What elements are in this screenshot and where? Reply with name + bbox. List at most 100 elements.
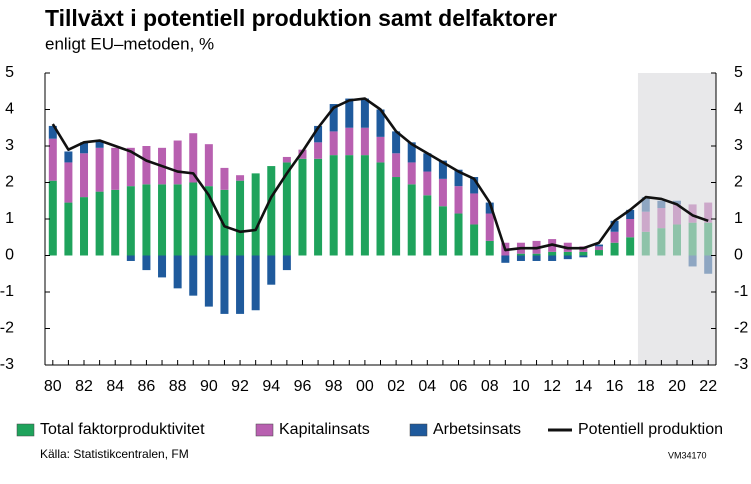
bar bbox=[438, 206, 447, 256]
bar bbox=[111, 147, 120, 190]
bar bbox=[376, 109, 385, 137]
y2-tick-label: 2 bbox=[734, 174, 743, 191]
bar bbox=[314, 125, 323, 143]
bar bbox=[220, 255, 229, 314]
bar bbox=[158, 255, 167, 278]
x-tick-label: 98 bbox=[325, 378, 343, 395]
bar bbox=[236, 255, 245, 314]
source: Källa: Statistikcentralen, FM bbox=[40, 447, 189, 461]
x-tick-label: 86 bbox=[138, 378, 156, 395]
bar bbox=[501, 255, 510, 263]
bar bbox=[142, 146, 151, 185]
bar bbox=[516, 253, 525, 256]
chart-subtitle: enligt EU–metoden, % bbox=[45, 34, 214, 53]
legend-label: Arbetsinsats bbox=[433, 421, 521, 438]
x-tick-label: 22 bbox=[699, 378, 717, 395]
x-tick-label: 82 bbox=[75, 378, 93, 395]
bar bbox=[314, 142, 323, 159]
bar bbox=[80, 197, 89, 256]
bar bbox=[298, 149, 307, 159]
bar bbox=[142, 184, 151, 256]
bar bbox=[189, 255, 198, 296]
bar bbox=[126, 255, 135, 261]
bar bbox=[95, 191, 104, 256]
bar bbox=[267, 166, 276, 256]
bar bbox=[548, 255, 557, 261]
bar bbox=[95, 140, 104, 148]
bar bbox=[423, 171, 432, 196]
x-tick-label: 00 bbox=[356, 378, 374, 395]
x-tick-label: 90 bbox=[200, 378, 218, 395]
bar bbox=[298, 158, 307, 256]
legend-swatch bbox=[255, 423, 274, 437]
bar bbox=[563, 251, 572, 256]
bar bbox=[173, 255, 182, 289]
y-tick-label: 2 bbox=[5, 174, 14, 191]
bar bbox=[48, 125, 57, 139]
x-tick-label: 06 bbox=[450, 378, 468, 395]
bar bbox=[64, 151, 73, 163]
bar bbox=[282, 156, 291, 163]
y2-tick-label: -2 bbox=[734, 320, 748, 337]
bar bbox=[173, 140, 182, 185]
bar bbox=[454, 169, 463, 187]
bar bbox=[454, 213, 463, 256]
bar bbox=[594, 250, 603, 256]
bar bbox=[142, 255, 151, 271]
bar bbox=[532, 253, 541, 256]
bar bbox=[345, 127, 354, 156]
bar bbox=[158, 184, 167, 256]
x-tick-label: 84 bbox=[106, 378, 124, 395]
bar bbox=[470, 177, 479, 194]
bar bbox=[360, 155, 369, 256]
bar bbox=[329, 131, 338, 156]
bar bbox=[329, 155, 338, 256]
bar bbox=[345, 155, 354, 256]
bar bbox=[610, 231, 619, 243]
x-tick-label: 88 bbox=[169, 378, 187, 395]
bar bbox=[204, 144, 213, 187]
bar bbox=[626, 209, 635, 219]
bar bbox=[454, 186, 463, 214]
bar bbox=[423, 195, 432, 256]
bar bbox=[532, 255, 541, 261]
y2-tick-label: 1 bbox=[734, 210, 743, 227]
legend-label: Kapitalinsats bbox=[279, 421, 370, 438]
x-tick-label: 12 bbox=[543, 378, 561, 395]
bar bbox=[548, 251, 557, 256]
legend-label: Total faktorproduktivitet bbox=[40, 421, 205, 438]
x-tick-label: 96 bbox=[294, 378, 312, 395]
bar bbox=[610, 220, 619, 232]
bar bbox=[423, 153, 432, 172]
x-tick-label: 20 bbox=[668, 378, 686, 395]
y-tick-label: -2 bbox=[0, 320, 14, 337]
legend-label: Potentiell produktion bbox=[578, 421, 723, 438]
bar bbox=[282, 255, 291, 271]
bar bbox=[173, 184, 182, 256]
code: VM34170 bbox=[668, 450, 707, 460]
bar bbox=[189, 133, 198, 183]
y-tick-label: 0 bbox=[5, 247, 14, 264]
x-tick-label: 94 bbox=[262, 378, 280, 395]
bar bbox=[329, 104, 338, 132]
bar bbox=[345, 98, 354, 128]
bar bbox=[64, 162, 73, 203]
y-tick-label: -3 bbox=[0, 356, 14, 373]
y2-tick-label: -3 bbox=[734, 356, 748, 373]
x-tick-label: 80 bbox=[44, 378, 62, 395]
bar bbox=[282, 162, 291, 256]
bar bbox=[392, 177, 401, 256]
bar bbox=[80, 153, 89, 198]
bar bbox=[376, 162, 385, 256]
x-tick-label: 16 bbox=[606, 378, 624, 395]
y2-tick-label: -1 bbox=[734, 283, 748, 300]
bar bbox=[470, 224, 479, 256]
bar bbox=[267, 255, 276, 285]
bar bbox=[610, 242, 619, 256]
x-tick-label: 10 bbox=[512, 378, 530, 395]
bar bbox=[438, 160, 447, 179]
y2-tick-label: 0 bbox=[734, 247, 743, 264]
bar bbox=[594, 246, 603, 251]
x-tick-label: 02 bbox=[387, 378, 405, 395]
